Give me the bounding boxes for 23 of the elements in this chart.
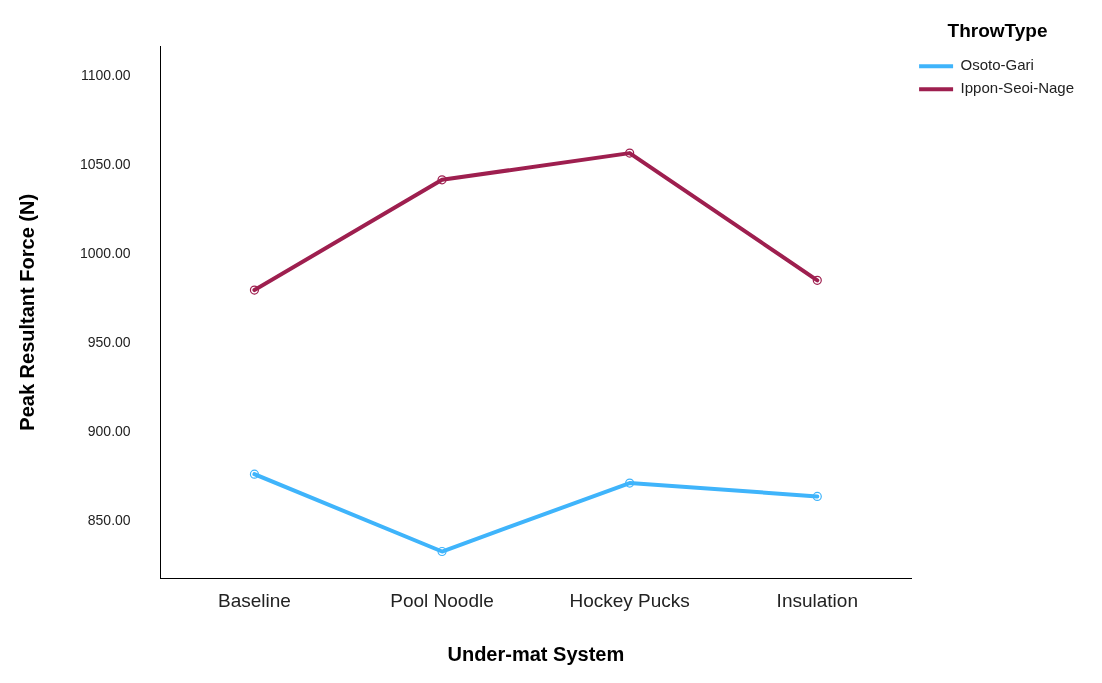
y-tick-label: 950.00	[87, 334, 131, 351]
y-axis-title: Peak Resultant Force (N)	[15, 193, 38, 431]
legend-label: Ippon-Seoi-Nage	[960, 79, 1075, 97]
y-tick-label: 850.00	[87, 512, 131, 529]
x-tick-label: Hockey Pucks	[569, 589, 690, 611]
x-tick-label: Pool Noodle	[390, 589, 494, 611]
point	[437, 546, 447, 557]
point	[249, 285, 260, 295]
x-tick-label: Baseline	[217, 589, 291, 611]
legend-title: ThrowType	[947, 19, 1048, 41]
y-tick-label: 1100.00	[81, 67, 131, 84]
point	[249, 469, 260, 479]
y-tick-label: 1050.00	[80, 156, 131, 173]
x-axis-title: Under-mat System	[447, 642, 625, 665]
point	[812, 491, 822, 501]
x-tick-label: Insulation	[776, 589, 858, 611]
point	[437, 175, 447, 185]
point	[812, 275, 822, 285]
point	[625, 478, 635, 488]
legend-label: Osoto-Gari	[960, 56, 1034, 74]
y-tick-label: 1000.00	[80, 245, 131, 262]
point	[625, 148, 635, 158]
y-tick-label: 900.00	[87, 423, 131, 440]
